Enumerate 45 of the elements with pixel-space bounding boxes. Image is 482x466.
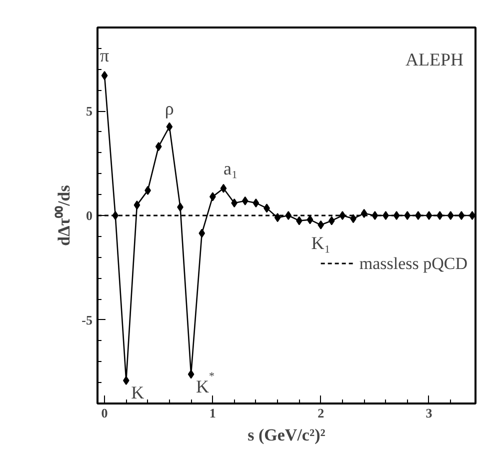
annotation: ρ <box>164 98 174 119</box>
point <box>382 211 389 220</box>
point <box>372 211 378 220</box>
annotation: K <box>131 382 144 403</box>
point <box>306 215 314 224</box>
y-tick-label: 5 <box>86 104 93 119</box>
x-tick-label: 0 <box>101 406 108 420</box>
annotation: a₁ <box>224 158 238 178</box>
point <box>318 220 324 230</box>
annotation: ALEPH <box>406 50 464 70</box>
annotation: K* <box>196 370 215 396</box>
point <box>155 142 162 152</box>
point <box>458 211 465 220</box>
y-tick-label: -5 <box>82 312 93 328</box>
x-tick-label: 2 <box>318 406 324 420</box>
x-axis-title: s (GeV/c²)² <box>248 426 326 444</box>
point <box>415 211 422 220</box>
y-tick-label: 0 <box>86 208 92 223</box>
point <box>426 211 432 220</box>
x-tick-label: 1 <box>209 406 216 420</box>
point <box>242 196 248 206</box>
point <box>112 211 119 220</box>
point <box>393 211 400 220</box>
point <box>198 228 206 238</box>
point <box>285 211 292 220</box>
point <box>166 122 173 132</box>
point <box>404 211 411 220</box>
legend-label: massless pQCD <box>359 254 468 274</box>
point <box>436 211 443 220</box>
point <box>328 216 335 226</box>
point <box>447 211 454 220</box>
point <box>469 211 476 220</box>
annotation: K₁ <box>311 232 330 253</box>
point <box>360 208 368 218</box>
point <box>101 71 108 80</box>
point <box>220 184 227 193</box>
point <box>122 376 130 386</box>
point <box>134 200 140 210</box>
x-tick-label: 3 <box>426 406 433 420</box>
annotation: π <box>100 46 110 66</box>
point <box>252 198 260 208</box>
point <box>188 370 194 379</box>
y-axis-title: dΔτ⁰⁰/ds <box>54 184 74 246</box>
point <box>339 211 346 220</box>
point <box>274 213 281 222</box>
